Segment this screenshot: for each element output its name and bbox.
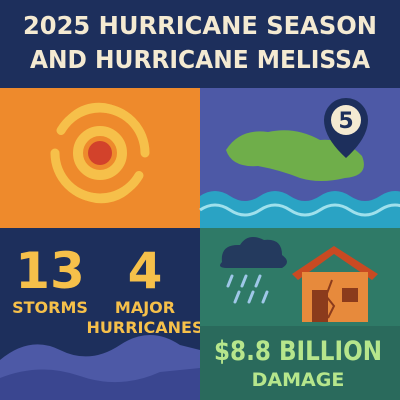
damage-amount: $8.8 BILLION [214, 336, 382, 367]
cloud [220, 236, 287, 268]
stat-label: MAJOR [115, 298, 175, 317]
door [312, 290, 328, 322]
title-line: 2025 HURRICANE SEASON [23, 11, 377, 40]
wave [199, 203, 400, 217]
island [226, 130, 364, 181]
sea [200, 191, 400, 228]
damage-label: DAMAGE [252, 369, 345, 391]
crack [324, 279, 336, 319]
stat-number: 13 [15, 242, 85, 300]
house [302, 272, 368, 322]
title-line: AND HURRICANE MELISSA [30, 45, 371, 74]
storm-eye [88, 141, 112, 165]
stat-label: HURRICANES [87, 318, 204, 337]
roof [292, 246, 378, 280]
wave [0, 368, 200, 400]
rain [226, 274, 269, 304]
stat-label: STORMS [12, 298, 88, 317]
header-bg [0, 0, 400, 88]
category-badge: 5 [338, 109, 353, 134]
damage-text-bg [200, 326, 400, 400]
pin-inner [331, 105, 361, 135]
window [342, 288, 358, 302]
stat-number: 4 [128, 242, 163, 300]
hurricane-icon [50, 102, 150, 204]
